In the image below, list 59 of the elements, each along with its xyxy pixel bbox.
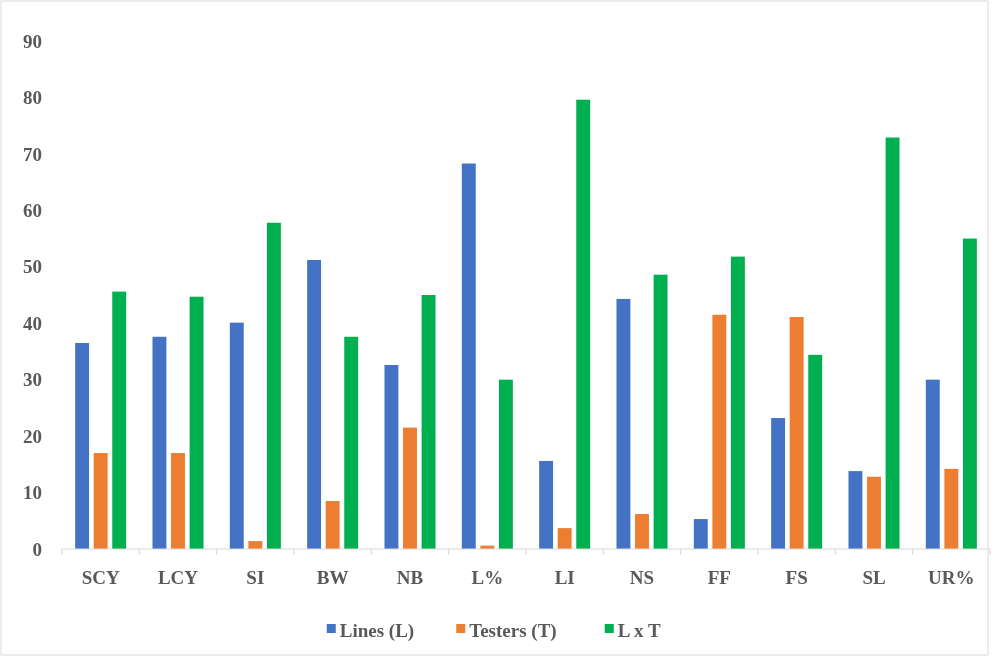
x-tick-label: NS bbox=[629, 567, 655, 588]
bar bbox=[421, 295, 436, 549]
x-tick-label: SL bbox=[862, 567, 886, 588]
bar bbox=[266, 222, 281, 549]
legend-label: L x T bbox=[617, 619, 662, 641]
y-tick-label: 70 bbox=[23, 143, 42, 165]
x-tick-label: SCY bbox=[81, 567, 120, 588]
bar bbox=[325, 501, 340, 549]
y-tick-label: 60 bbox=[23, 199, 42, 221]
y-tick-label: 0 bbox=[32, 538, 42, 560]
bar bbox=[730, 256, 745, 549]
bar bbox=[848, 471, 863, 549]
x-tick-label: LCY bbox=[157, 567, 199, 588]
bar bbox=[152, 336, 167, 549]
x-tick-label: FF bbox=[707, 567, 731, 588]
bar bbox=[498, 379, 513, 549]
bar bbox=[653, 274, 668, 549]
bar bbox=[171, 453, 185, 549]
bar bbox=[344, 336, 359, 549]
bar bbox=[539, 460, 554, 549]
y-tick-label: 50 bbox=[23, 256, 42, 278]
bar bbox=[712, 314, 727, 549]
bar bbox=[189, 296, 204, 549]
bar bbox=[75, 342, 90, 549]
x-tick-label: NB bbox=[396, 567, 424, 588]
bar bbox=[925, 379, 940, 549]
x-tick-label: FS bbox=[785, 567, 808, 588]
bar bbox=[403, 427, 417, 549]
bar bbox=[962, 238, 977, 549]
x-tick-label: LI bbox=[554, 567, 575, 588]
legend-label: Testers (T) bbox=[469, 619, 557, 642]
bar bbox=[112, 291, 127, 549]
bar bbox=[693, 519, 708, 549]
bar bbox=[557, 528, 572, 549]
bar bbox=[635, 514, 649, 549]
bar bbox=[867, 476, 881, 549]
bar bbox=[771, 418, 786, 549]
bar bbox=[576, 99, 591, 549]
bar bbox=[93, 453, 108, 549]
bar bbox=[789, 317, 804, 549]
bar bbox=[229, 322, 244, 549]
bar bbox=[461, 163, 476, 549]
y-tick-label: 10 bbox=[23, 482, 42, 504]
bar bbox=[616, 298, 631, 549]
bar bbox=[384, 364, 399, 549]
x-tick-label: SI bbox=[246, 567, 265, 588]
y-tick-label: 80 bbox=[23, 87, 42, 109]
y-tick-label: 30 bbox=[23, 369, 42, 391]
x-tick-label: L% bbox=[471, 567, 504, 588]
x-tick-label: BW bbox=[316, 567, 349, 588]
legend-label: Lines (L) bbox=[339, 619, 415, 642]
y-tick-label: 40 bbox=[23, 312, 42, 334]
bar bbox=[885, 137, 900, 549]
x-tick-label: UR% bbox=[928, 567, 975, 588]
bar bbox=[808, 354, 823, 549]
y-tick-label: 20 bbox=[23, 425, 42, 447]
y-tick-label: 90 bbox=[23, 30, 42, 52]
bar bbox=[944, 468, 959, 549]
bar bbox=[307, 260, 322, 549]
